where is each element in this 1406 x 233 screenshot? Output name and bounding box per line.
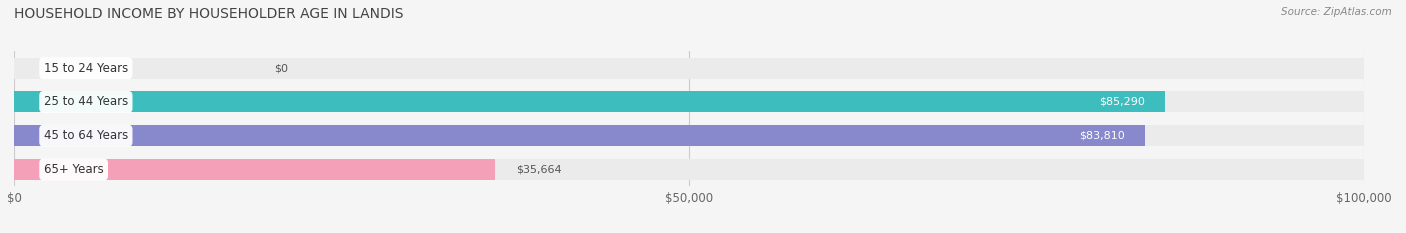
Bar bbox=[14, 92, 1364, 112]
Bar bbox=[14, 159, 495, 180]
Text: $83,810: $83,810 bbox=[1080, 131, 1125, 141]
Text: Source: ZipAtlas.com: Source: ZipAtlas.com bbox=[1281, 7, 1392, 17]
Bar bbox=[14, 125, 1364, 146]
Text: $35,664: $35,664 bbox=[516, 164, 561, 175]
Text: $0: $0 bbox=[274, 63, 288, 73]
Text: 45 to 64 Years: 45 to 64 Years bbox=[44, 129, 128, 142]
Text: 25 to 44 Years: 25 to 44 Years bbox=[44, 96, 128, 108]
Bar bbox=[14, 92, 1166, 112]
Bar bbox=[14, 125, 1146, 146]
Text: HOUSEHOLD INCOME BY HOUSEHOLDER AGE IN LANDIS: HOUSEHOLD INCOME BY HOUSEHOLDER AGE IN L… bbox=[14, 7, 404, 21]
Text: 15 to 24 Years: 15 to 24 Years bbox=[44, 62, 128, 75]
Bar bbox=[14, 159, 1364, 180]
Bar bbox=[14, 58, 1364, 79]
Text: $85,290: $85,290 bbox=[1099, 97, 1144, 107]
Text: 65+ Years: 65+ Years bbox=[44, 163, 104, 176]
